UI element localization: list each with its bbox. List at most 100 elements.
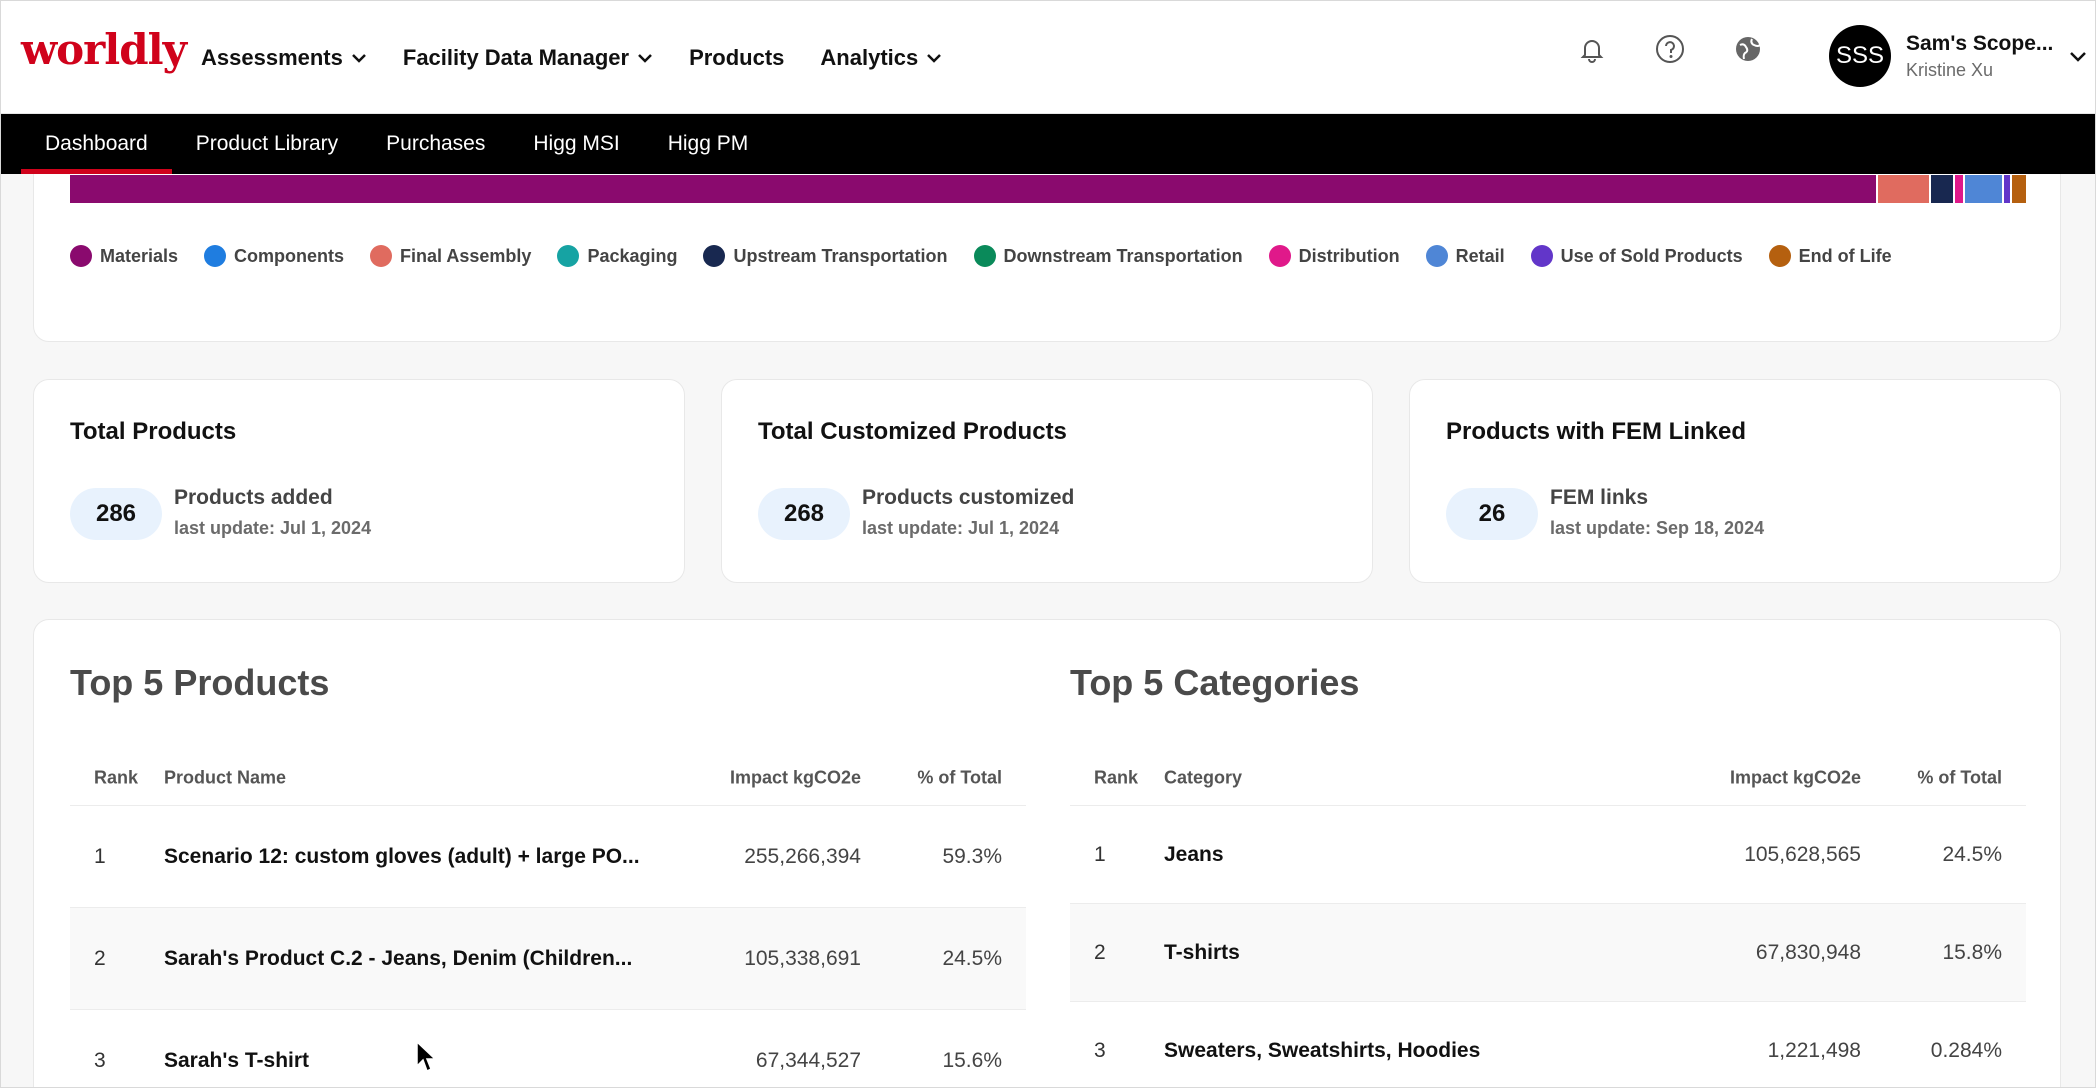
row-rank: 2 (1094, 940, 1106, 964)
legend-item-materials[interactable]: Materials (70, 245, 178, 267)
tab-higg-msi[interactable]: Higg MSI (533, 132, 620, 155)
bar-segment-end-of-life[interactable] (2010, 175, 2026, 203)
nav-label: Products (689, 44, 785, 70)
tab-higg-pm[interactable]: Higg PM (667, 132, 749, 155)
card-title: Products with FEM Linked (1446, 418, 1747, 445)
tab-product-library[interactable]: Product Library (195, 132, 339, 155)
table-row[interactable]: 1 Scenario 12: custom gloves (adult) + l… (70, 806, 1026, 908)
legend-item-final-assembly[interactable]: Final Assembly (370, 245, 531, 267)
bar-segment-upstream-transportation[interactable] (1929, 175, 1954, 203)
tab-purchases[interactable]: Purchases (386, 132, 486, 155)
legend-swatch (204, 245, 227, 267)
last-update: last update: Jul 1, 2024 (862, 518, 1060, 538)
tab-dashboard[interactable]: Dashboard (21, 114, 172, 174)
row-impact: 67,344,527 (755, 1048, 861, 1072)
legend-item-packaging[interactable]: Packaging (557, 245, 677, 267)
row-rank: 1 (94, 844, 106, 868)
legend-item-end-of-life[interactable]: End of Life (1768, 245, 1892, 267)
row-rank: 3 (94, 1048, 106, 1072)
bar-segment-retail[interactable] (1962, 175, 2003, 203)
row-pct: 0.284% (1930, 1038, 2002, 1062)
card-title: Total Products (70, 418, 237, 445)
row-impact: 105,338,691 (744, 946, 861, 970)
bar-segment-use-of-sold-products[interactable] (2002, 175, 2011, 203)
table-row[interactable]: 1 Jeans 105,628,565 24.5% (1070, 806, 2026, 904)
chart-legend: Materials Components Final Assembly Packagi… (70, 245, 1918, 267)
row-product-name[interactable]: Sarah's T-shirt (164, 1048, 310, 1072)
avatar: SSS (1829, 25, 1891, 87)
account-menu[interactable]: SSS Sam's Scope... Kristine Xu (1829, 25, 2087, 87)
table-row[interactable]: 2 Sarah's Product C.2 - Jeans, Denim (Ch… (70, 908, 1026, 1010)
row-pct: 24.5% (1942, 842, 2002, 866)
fem-linked-card: Products with FEM Linked 26 FEM links la… (1409, 379, 2061, 583)
sub-nav: Dashboard Product Library Purchases Higg… (1, 114, 2095, 174)
legend-item-components[interactable]: Components (204, 245, 344, 267)
stat-label: FEM links (1550, 486, 1649, 509)
stat-label: Products customized (862, 486, 1075, 509)
legend-swatch (703, 245, 726, 267)
legend-label: End of Life (1798, 245, 1892, 266)
nav-label: Analytics (820, 44, 919, 70)
help-icon[interactable] (1654, 33, 1686, 65)
row-impact: 255,266,394 (744, 844, 861, 868)
legend-item-upstream-transportation[interactable]: Upstream Transportation (703, 245, 948, 267)
chevron-down-icon (638, 53, 652, 63)
legend-item-use-of-sold-products[interactable]: Use of Sold Products (1530, 245, 1743, 267)
table-title: Top 5 Categories (1070, 662, 1360, 703)
table-row[interactable]: 2 T-shirts 67,830,948 15.8% (1070, 904, 2026, 1002)
chevron-down-icon (2070, 52, 2087, 62)
table-row[interactable]: 3 Sarah's T-shirt 67,344,527 15.6% (70, 1010, 1026, 1087)
row-pct: 24.5% (942, 946, 1002, 970)
nav-analytics[interactable]: Analytics (820, 45, 942, 71)
row-category-name[interactable]: T-shirts (1164, 940, 1240, 964)
row-product-name[interactable]: Scenario 12: custom gloves (adult) + lar… (164, 844, 640, 868)
legend-swatch (370, 245, 393, 267)
col-rank: Rank (94, 767, 139, 787)
legend-label: Use of Sold Products (1560, 245, 1743, 266)
legend-item-retail[interactable]: Retail (1425, 245, 1505, 267)
total-products-card: Total Products 286 Products added last u… (33, 379, 685, 583)
col-impact: Impact kgCO2e (729, 767, 861, 787)
mouse-cursor-icon (416, 1040, 437, 1073)
col-rank: Rank (1094, 767, 1139, 787)
legend-item-distribution[interactable]: Distribution (1268, 245, 1400, 267)
row-category-name[interactable]: Jeans (1164, 842, 1224, 866)
globe-icon[interactable] (1732, 33, 1764, 65)
last-update: last update: Jul 1, 2024 (174, 518, 372, 538)
table-row[interactable]: 3 Sweaters, Sweatshirts, Hoodies 1,221,4… (1070, 1002, 2026, 1087)
legend-label: Components (234, 245, 345, 266)
legend-label: Upstream Transportation (733, 245, 948, 266)
legend-swatch (1768, 245, 1791, 267)
legend-label: Downstream Transportation (1003, 245, 1243, 266)
nav-products[interactable]: Products (689, 45, 784, 71)
nav-facility-data-manager[interactable]: Facility Data Manager (403, 45, 653, 71)
last-update: last update: Sep 18, 2024 (1550, 518, 1765, 538)
row-impact: 1,221,498 (1767, 1038, 1861, 1062)
dashboard-content[interactable]: Materials Components Final Assembly Packagi… (1, 174, 2095, 1087)
bar-segment-materials[interactable] (70, 175, 1877, 203)
legend-label: Final Assembly (400, 245, 532, 266)
bell-icon[interactable] (1576, 33, 1608, 65)
legend-label: Materials (100, 245, 179, 266)
col-pct: % of Total (917, 767, 1002, 787)
row-pct: 59.3% (942, 844, 1002, 868)
row-category-name[interactable]: Sweaters, Sweatshirts, Hoodies (1164, 1038, 1481, 1062)
legend-label: Retail (1455, 245, 1505, 266)
row-pct: 15.8% (1942, 940, 2002, 964)
nav-label: Facility Data Manager (402, 44, 630, 70)
bar-segment-distribution[interactable] (1953, 175, 1963, 203)
table-header: Rank Product Name Impact kgCO2e % of Tot… (70, 750, 1026, 806)
main-nav: Assessments Facility Data Manager Produc… (201, 1, 978, 114)
worldly-logo[interactable]: worldly (21, 25, 187, 74)
chevron-down-icon (927, 53, 942, 63)
chevron-down-icon (351, 53, 366, 63)
col-pct: % of Total (1917, 767, 2002, 787)
top-header: worldly Assessments Facility Data Manage… (1, 1, 2095, 114)
nav-assessments[interactable]: Assessments (201, 45, 367, 71)
legend-item-downstream-transportation[interactable]: Downstream Transportation (973, 245, 1243, 267)
col-impact: Impact kgCO2e (1729, 767, 1861, 787)
bar-segment-final-assembly[interactable] (1876, 175, 1930, 203)
row-rank: 3 (1094, 1038, 1106, 1062)
row-product-name[interactable]: Sarah's Product C.2 - Jeans, Denim (Chil… (164, 946, 633, 970)
